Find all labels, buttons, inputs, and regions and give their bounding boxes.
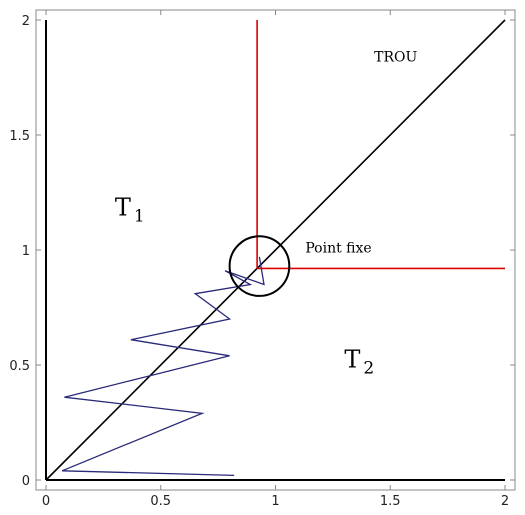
annotation-layer: TROU T 1 Point fixe T 2 [115,49,418,378]
annotation-trou: TROU [374,49,417,65]
annotation-point-fixe: Point fixe [305,240,371,256]
x-tick-label: 0.5 [150,494,171,509]
x-tick-label: 0 [42,494,50,509]
fixed-point-circle [228,235,291,297]
y-tick-label: 0 [22,474,30,489]
series-diagonal-2 [45,19,506,481]
y-tick-label: 0.5 [9,359,30,374]
y-tick-label: 1 [22,244,30,259]
y-tick-label: 1.5 [9,129,30,144]
x-tick-label: 1.5 [380,494,401,509]
series-layer [45,19,506,481]
series-trajectory-5 [61,256,265,477]
y-tick-label: 2 [22,14,30,29]
x-tick-label: 2 [501,494,509,509]
x-tick-label: 1 [271,494,279,509]
tick-layer: 0 0.5 1 1.5 2 0 0.5 1 1.5 2 [9,10,515,509]
